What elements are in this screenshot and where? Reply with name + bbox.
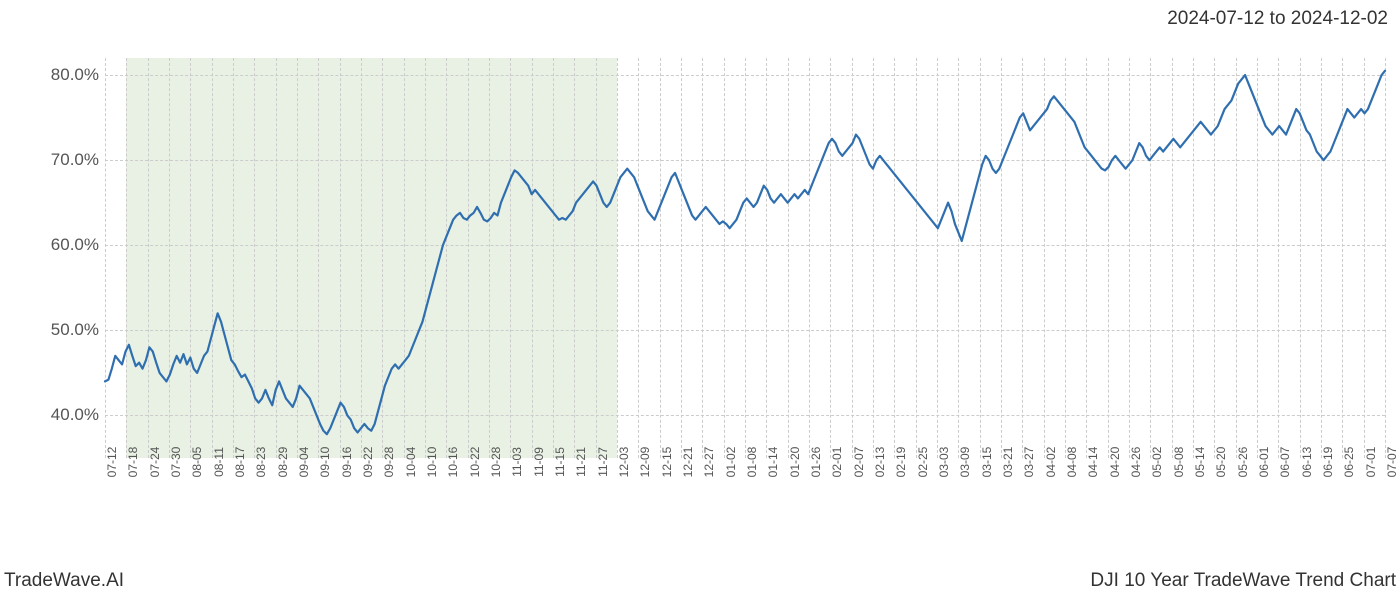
x-tick-label: 11-09 bbox=[532, 447, 546, 477]
x-tick-label: 05-26 bbox=[1236, 447, 1250, 478]
x-tick-label: 05-02 bbox=[1150, 447, 1164, 478]
x-tick-label: 03-03 bbox=[937, 447, 951, 478]
x-tick-label: 09-28 bbox=[382, 447, 396, 478]
x-tick-label: 02-19 bbox=[894, 447, 908, 478]
x-tick-label: 12-03 bbox=[617, 447, 631, 478]
y-tick-label: 50.0% bbox=[51, 320, 99, 340]
x-tick-label: 08-23 bbox=[254, 447, 268, 478]
x-tick-label: 12-15 bbox=[660, 447, 674, 478]
x-tick-label: 07-12 bbox=[105, 447, 119, 478]
x-tick-label: 01-08 bbox=[745, 447, 759, 478]
footer-brand: TradeWave.AI bbox=[4, 570, 124, 592]
x-tick-label: 10-10 bbox=[425, 447, 439, 478]
x-tick-label: 10-22 bbox=[468, 447, 482, 478]
x-tick-label: 01-20 bbox=[788, 447, 802, 478]
x-tick-label: 09-16 bbox=[340, 447, 354, 478]
x-tick-label: 03-15 bbox=[980, 447, 994, 478]
x-tick-label: 09-10 bbox=[318, 447, 332, 478]
x-tick-label: 04-14 bbox=[1086, 447, 1100, 478]
x-tick-label: 11-21 bbox=[574, 447, 588, 477]
x-tick-label: 11-15 bbox=[553, 447, 567, 477]
x-tick-label: 10-16 bbox=[446, 447, 460, 478]
x-tick-label: 03-09 bbox=[958, 447, 972, 478]
x-tick-label: 08-29 bbox=[276, 447, 290, 478]
x-tick-label: 12-09 bbox=[638, 447, 652, 478]
x-tick-label: 02-13 bbox=[873, 447, 887, 478]
x-tick-label: 04-08 bbox=[1065, 447, 1079, 478]
chart-container: 40.0% 50.0% 60.0% 70.0% 80.0% 07-12 07-18 07-2… bbox=[0, 48, 1400, 548]
x-tick-label: 05-08 bbox=[1172, 447, 1186, 478]
x-tick-label: 06-01 bbox=[1257, 447, 1271, 478]
x-tick-label: 10-04 bbox=[404, 447, 418, 478]
x-tick-label: 07-07 bbox=[1385, 447, 1399, 478]
x-tick-label: 08-05 bbox=[190, 447, 204, 478]
x-tick-label: 11-27 bbox=[596, 447, 610, 477]
x-tick-label: 04-20 bbox=[1108, 447, 1122, 478]
grid-line-vertical bbox=[1385, 58, 1386, 458]
x-tick-label: 04-02 bbox=[1044, 447, 1058, 478]
x-tick-label: 07-01 bbox=[1364, 447, 1378, 478]
x-tick-label: 06-25 bbox=[1342, 447, 1356, 478]
x-tick-label: 08-17 bbox=[233, 447, 247, 478]
plot-area: 40.0%50.0%60.0%70.0%80.0% 07-1207-1807-2… bbox=[105, 58, 1385, 458]
y-tick-label: 70.0% bbox=[51, 150, 99, 170]
x-tick-label: 06-13 bbox=[1300, 447, 1314, 478]
x-tick-label: 07-24 bbox=[148, 447, 162, 478]
x-tick-label: 07-18 bbox=[126, 447, 140, 478]
x-tick-label: 06-19 bbox=[1321, 447, 1335, 478]
x-tick-label: 10-28 bbox=[489, 447, 503, 478]
x-tick-label: 01-26 bbox=[809, 447, 823, 478]
date-range-label: 2024-07-12 to 2024-12-02 bbox=[1167, 8, 1388, 30]
y-tick-label: 60.0% bbox=[51, 235, 99, 255]
x-tick-label: 01-02 bbox=[724, 447, 738, 478]
footer-title: DJI 10 Year TradeWave Trend Chart bbox=[1090, 570, 1396, 592]
x-tick-label: 02-25 bbox=[916, 447, 930, 478]
x-tick-label: 05-20 bbox=[1214, 447, 1228, 478]
y-tick-label: 40.0% bbox=[51, 405, 99, 425]
series-line bbox=[105, 71, 1385, 434]
x-tick-label: 04-26 bbox=[1129, 447, 1143, 478]
x-tick-label: 02-07 bbox=[852, 447, 866, 478]
x-tick-label: 09-04 bbox=[297, 447, 311, 478]
x-tick-label: 12-21 bbox=[681, 447, 695, 478]
x-tick-label: 09-22 bbox=[361, 447, 375, 478]
line-chart bbox=[105, 58, 1385, 458]
x-tick-label: 03-27 bbox=[1022, 447, 1036, 478]
x-tick-label: 01-14 bbox=[766, 447, 780, 478]
y-tick-label: 80.0% bbox=[51, 65, 99, 85]
x-tick-label: 03-21 bbox=[1001, 447, 1015, 478]
x-tick-label: 02-01 bbox=[830, 447, 844, 478]
x-tick-label: 08-11 bbox=[212, 447, 226, 477]
x-tick-label: 12-27 bbox=[702, 447, 716, 478]
x-tick-label: 07-30 bbox=[169, 447, 183, 478]
x-tick-label: 06-07 bbox=[1278, 447, 1292, 478]
x-tick-label: 05-14 bbox=[1193, 447, 1207, 478]
x-tick-label: 11-03 bbox=[510, 447, 524, 477]
